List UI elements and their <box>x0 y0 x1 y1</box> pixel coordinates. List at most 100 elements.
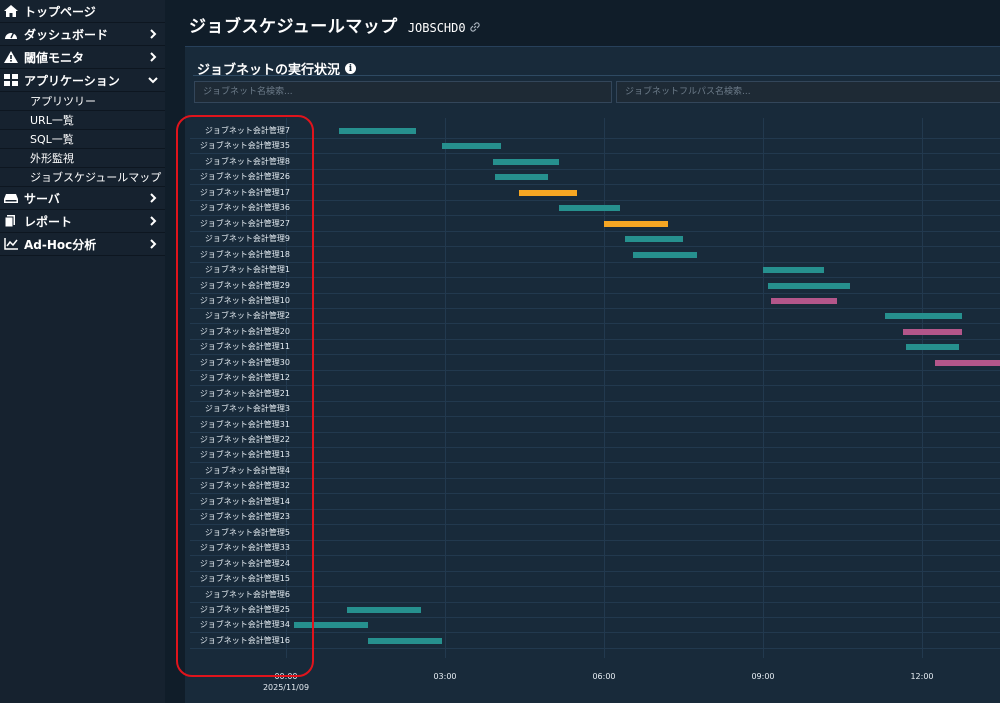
jobnet-row-label: ジョブネット会計管理17 <box>199 187 290 197</box>
grid-line-horizontal <box>190 138 1000 139</box>
gantt-bar[interactable] <box>763 267 824 274</box>
gantt-bar[interactable] <box>884 313 962 320</box>
jobnet-row-label: ジョブネット会計管理1 <box>204 265 290 275</box>
gantt-bar[interactable] <box>492 158 559 165</box>
jobnet-row-label: ジョブネット会計管理12 <box>199 373 290 383</box>
gantt-bar[interactable] <box>903 328 962 335</box>
sidebar-item-adhoc-analysis[interactable]: Ad-Hoc分析 <box>0 233 165 256</box>
page-code: JOBSCHD0 <box>407 21 466 35</box>
sidebar-item-application[interactable]: アプリケーション <box>0 69 165 92</box>
jobnet-fullpath-search-input[interactable] <box>616 81 1000 103</box>
gantt-bar[interactable] <box>558 205 620 212</box>
panel-title-text: ジョブネットの実行状況 <box>197 63 341 78</box>
main-content: ジョブスケジュールマップ JOBSCHD0 ジョブネットの実行状況 i 00:0… <box>165 0 1000 703</box>
jobnet-row-label: ジョブネット会計管理13 <box>199 450 290 460</box>
jobnet-row-label: ジョブネット会計管理33 <box>199 543 290 553</box>
chart-icon <box>4 238 18 250</box>
chevron-down-icon <box>148 77 158 84</box>
gantt-bar[interactable] <box>633 251 697 258</box>
link-icon[interactable] <box>469 22 480 32</box>
job-schedule-gantt-chart: 00:00 03:00 06:00 09:00 12:00 2025/11/09 ジョブネッ… <box>165 0 1000 703</box>
sidebar-subitem-sql-list[interactable]: SQL一覧 <box>0 130 165 149</box>
sidebar-subitem-job-schedule-map[interactable]: ジョブスケジュールマップ <box>0 168 165 187</box>
jobnet-row-label: ジョブネット会計管理21 <box>199 388 290 398</box>
sidebar-item-label: サーバ <box>24 191 60 206</box>
gantt-bar[interactable] <box>293 622 369 629</box>
jobnet-status-panel: ジョブネットの実行状況 i <box>185 46 1000 703</box>
info-icon[interactable]: i <box>345 63 357 74</box>
gantt-bar[interactable] <box>368 637 443 644</box>
grid-line-horizontal <box>190 246 1000 248</box>
grid-line-horizontal <box>190 447 1000 448</box>
x-tick-label: 06:00 <box>592 672 616 681</box>
jobnet-row-label: ジョブネット会計管理18 <box>199 249 290 259</box>
sidebar-subitem-external-monitor[interactable]: 外形監視 <box>0 149 165 168</box>
jobnet-row-label: ジョブネット会計管理27 <box>199 218 290 228</box>
grid-line-horizontal <box>190 524 1000 526</box>
jobnet-row-label: ジョブネット会計管理32 <box>199 481 290 491</box>
gantt-bar[interactable] <box>346 606 422 613</box>
server-icon <box>4 194 18 203</box>
gantt-bar[interactable] <box>339 128 416 134</box>
x-tick-label: 12:00 <box>910 672 934 681</box>
gantt-bar[interactable] <box>604 220 668 227</box>
grid-line-horizontal <box>190 555 1000 557</box>
warning-icon <box>4 51 18 63</box>
x-date-label: 2025/11/09 <box>262 683 310 692</box>
sidebar-item-label: レポート <box>24 214 73 229</box>
grid-line-horizontal <box>190 369 1000 371</box>
jobnet-row-label: ジョブネット会計管理30 <box>199 357 290 367</box>
grid-line-horizontal <box>190 570 1000 572</box>
grid-line-horizontal <box>190 508 1000 510</box>
sidebar-item-server[interactable]: サーバ <box>0 187 165 210</box>
grid-line-horizontal <box>190 493 1000 495</box>
page-title: ジョブスケジュールマップ <box>189 17 398 37</box>
gantt-bar[interactable] <box>442 143 501 150</box>
x-tick-label: 00:00 <box>274 672 298 681</box>
grid-icon <box>4 74 18 86</box>
sidebar-item-top[interactable]: トップページ <box>0 0 165 23</box>
jobnet-row-label: ジョブネット会計管理29 <box>199 280 290 290</box>
divider <box>193 75 1000 76</box>
sidebar-item-label: アプリケーション <box>24 73 120 88</box>
grid-line-vertical <box>445 118 446 658</box>
grid-line-vertical <box>922 118 923 658</box>
jobnet-row-label: ジョブネット会計管理8 <box>204 156 290 166</box>
jobnet-row-label: ジョブネット会計管理6 <box>204 589 290 599</box>
gantt-bar[interactable] <box>519 189 578 196</box>
jobnet-row-label: ジョブネット会計管理22 <box>199 435 290 444</box>
gantt-bar[interactable] <box>495 174 549 181</box>
sidebar-item-label: 閾値モニタ <box>24 50 85 65</box>
grid-line-vertical <box>763 118 764 658</box>
sidebar-item-dashboard[interactable]: ダッシュボード <box>0 23 165 46</box>
jobnet-row-label: ジョブネット会計管理5 <box>204 527 290 537</box>
gantt-bar[interactable] <box>770 297 838 304</box>
sidebar-subitem-app-tree[interactable]: アプリツリー <box>0 92 165 111</box>
x-tick-label: 03:00 <box>433 672 457 681</box>
gantt-bar[interactable] <box>768 282 851 289</box>
sidebar-item-threshold-monitor[interactable]: 閾値モニタ <box>0 46 165 69</box>
panel-title: ジョブネットの実行状況 i <box>197 59 357 78</box>
gantt-bar[interactable] <box>935 359 1000 366</box>
gantt-bar[interactable] <box>625 236 684 243</box>
grid-line-horizontal <box>190 277 1000 279</box>
grid-line-horizontal <box>190 261 1000 263</box>
grid-line-vertical <box>604 118 605 658</box>
jobnet-row-label: ジョブネット会計管理3 <box>204 404 290 414</box>
sidebar-subitem-url-list[interactable]: URL一覧 <box>0 111 165 130</box>
sidebar-item-label: ダッシュボード <box>24 27 109 42</box>
chevron-right-icon <box>150 52 157 62</box>
gantt-bar[interactable] <box>906 344 960 351</box>
jobnet-row-label: ジョブネット会計管理35 <box>199 141 290 151</box>
jobnet-row-label: ジョブネット会計管理36 <box>199 203 290 213</box>
chevron-right-icon <box>150 29 157 39</box>
grid-line-horizontal <box>190 416 1000 418</box>
dashboard-icon <box>5 31 17 39</box>
grid-line-horizontal <box>190 385 1000 387</box>
jobnet-row-label: ジョブネット会計管理10 <box>199 295 290 305</box>
jobnet-row-label: ジョブネット会計管理9 <box>204 234 290 244</box>
jobnet-name-search-input[interactable] <box>194 81 612 103</box>
jobnet-row-label: ジョブネット会計管理24 <box>199 558 290 568</box>
jobnet-row-label: ジョブネット会計管理14 <box>199 496 290 506</box>
sidebar-item-report[interactable]: レポート <box>0 210 165 233</box>
